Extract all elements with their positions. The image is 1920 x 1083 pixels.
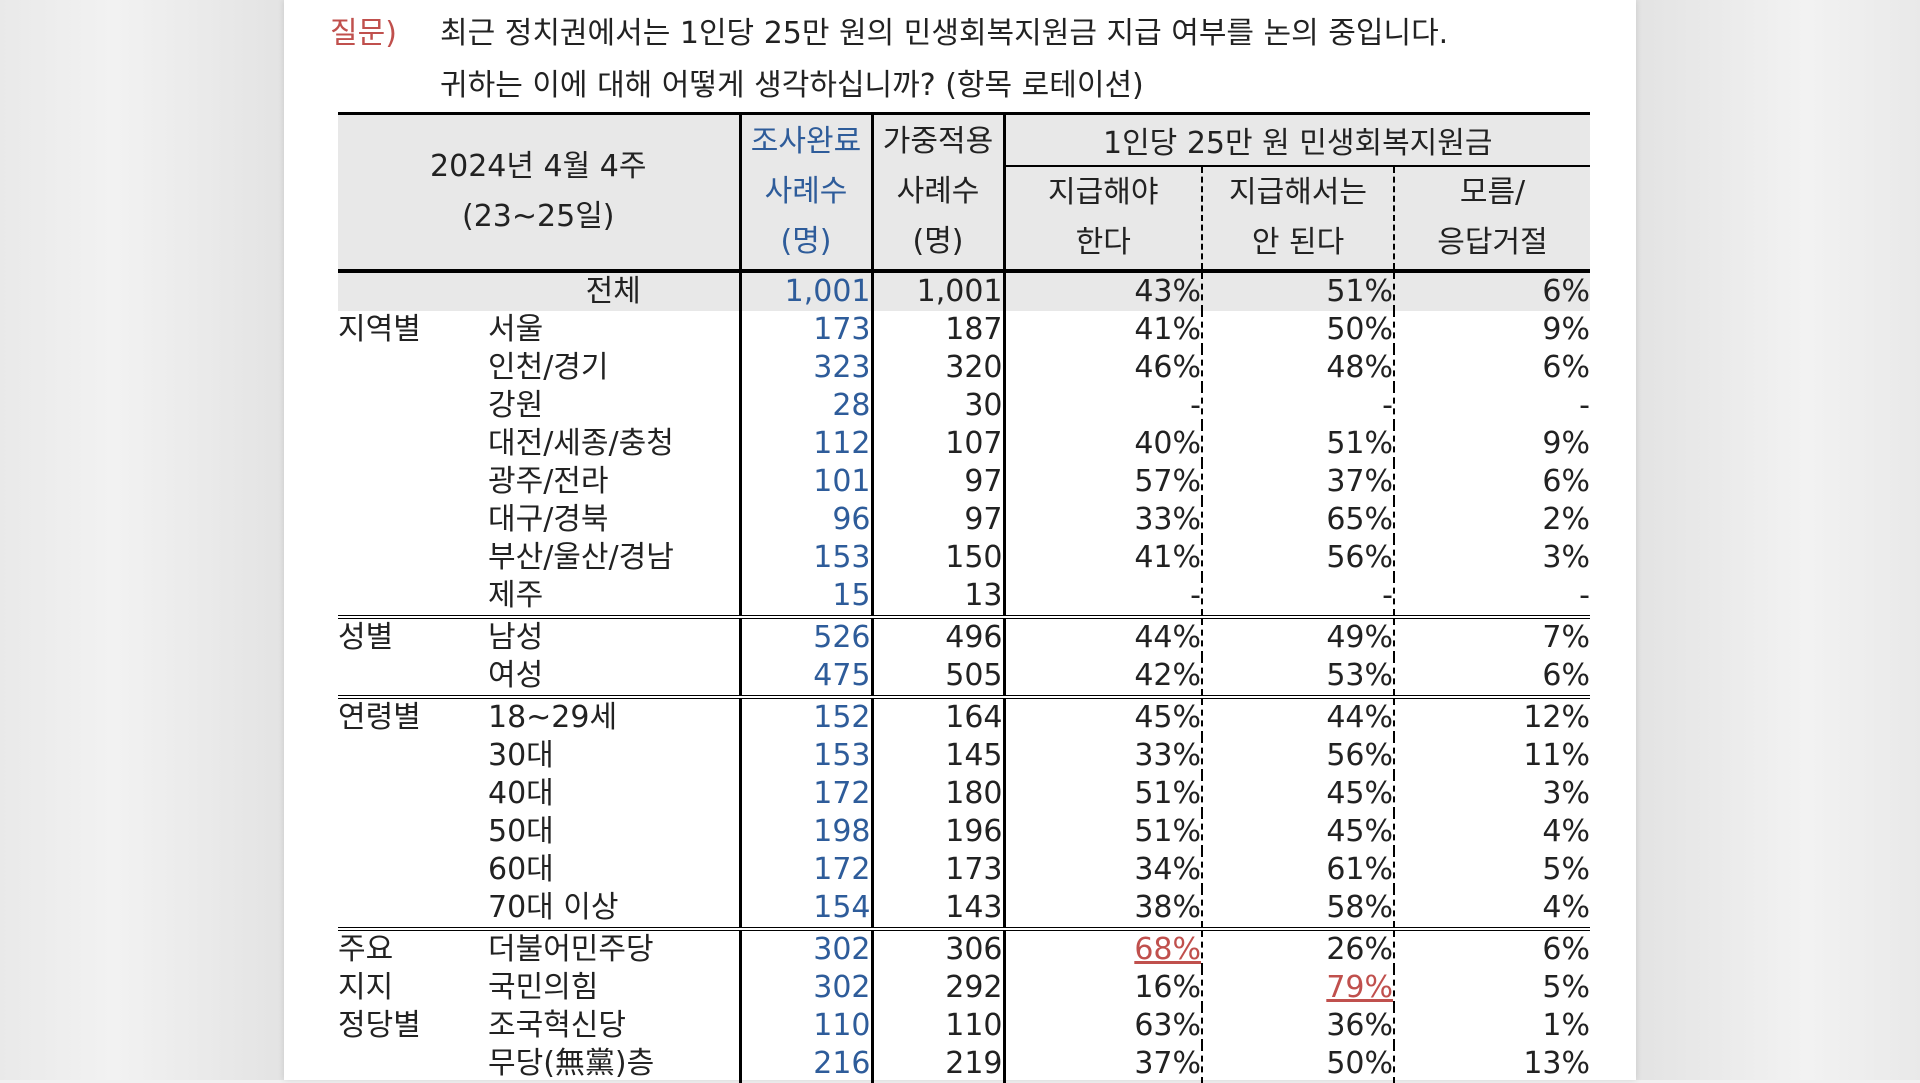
question-label: 질문) (330, 16, 397, 51)
document-page: 질문) 최근 정치권에서는 1인당 25만 원의 민생회복지원금 지급 여부를 … (284, 0, 1636, 1083)
blurred-background-left (0, 0, 284, 1080)
highlighted-value: 68% (1134, 932, 1201, 967)
should-pay-header: 지급해야 한다 (1002, 166, 1202, 273)
table-row: 부산/울산/경남 153 150 41% 56% 3% (488, 539, 1590, 577)
highlighted-value: 79% (1326, 970, 1393, 1005)
table-row: 정당별 조국혁신당 110 110 63% 36% 1% (338, 1007, 1590, 1045)
table-row: 광주/전라 101 97 57% 37% 6% (488, 463, 1590, 501)
survey-dates: (23~25일) (462, 199, 615, 234)
table-row: 대구/경북 96 97 33% 65% 2% (488, 501, 1590, 539)
survey-period: 2024년 4월 4주 (430, 149, 647, 184)
completed-cases-header: 조사완료 사례수 (명) (738, 112, 872, 273)
should-not-pay-header: 지급해서는 안 된다 (1201, 166, 1394, 273)
table-row: 강원 28 30 - - - (488, 387, 1590, 425)
table-row: 지지 국민의힘 302 292 16% 79% 5% (338, 969, 1590, 1007)
table-row: 여성 475 505 42% 53% 6% (338, 657, 1590, 699)
table-row: 50대 198 196 51% 45% 4% (488, 813, 1590, 851)
table-row: 전체 1,001 1,001 43% 51% 6% (338, 271, 1590, 311)
table-row: 인천/경기 323 320 46% 48% 6% (488, 349, 1590, 387)
table-row: 무당(無黨)층 216 219 37% 50% 13% (488, 1045, 1590, 1083)
table-row: 30대 153 145 33% 56% 11% (488, 737, 1590, 775)
table-row: 제주 15 13 - - - (338, 577, 1590, 619)
question-line-2: 귀하는 이에 대해 어떻게 생각하십니까? (항목 로테이션) (440, 68, 1144, 103)
poll-results-table: 2024년 4월 4주 (23~25일) 조사완료 사례수 (명) 가중적용 사… (338, 112, 1590, 1083)
support-fund-group-header: 1인당 25만 원 민생회복지원금 (1002, 112, 1590, 167)
poll-table-body: 전체 1,001 1,001 43% 51% 6% 지역별 서울 173 187… (338, 271, 1590, 1083)
weighted-cases-header: 가중적용 사례수 (명) (870, 112, 1004, 273)
table-row: 60대 172 173 34% 61% 5% (488, 851, 1590, 889)
dont-know-header: 모름/ 응답거절 (1393, 166, 1590, 273)
table-row: 40대 172 180 51% 45% 3% (488, 775, 1590, 813)
survey-period-header: 2024년 4월 4주 (23~25일) (338, 112, 740, 273)
table-row: 연령별 18~29세 152 164 45% 44% 12% (338, 697, 1590, 737)
question-text: 최근 정치권에서는 1인당 25만 원의 민생회복지원금 지급 여부를 논의 중… (440, 8, 1590, 112)
blurred-background-right (1636, 0, 1920, 1080)
table-row: 대전/세종/충청 112 107 40% 51% 9% (488, 425, 1590, 463)
table-row: 지역별 서울 173 187 41% 50% 9% (338, 311, 1590, 349)
table-row: 70대 이상 154 143 38% 58% 4% (338, 889, 1590, 931)
question-line-1: 최근 정치권에서는 1인당 25만 원의 민생회복지원금 지급 여부를 논의 중… (440, 16, 1449, 51)
table-row: 성별 남성 526 496 44% 49% 7% (338, 617, 1590, 657)
table-row: 주요 더불어민주당 302 306 68% 26% 6% (338, 929, 1590, 969)
